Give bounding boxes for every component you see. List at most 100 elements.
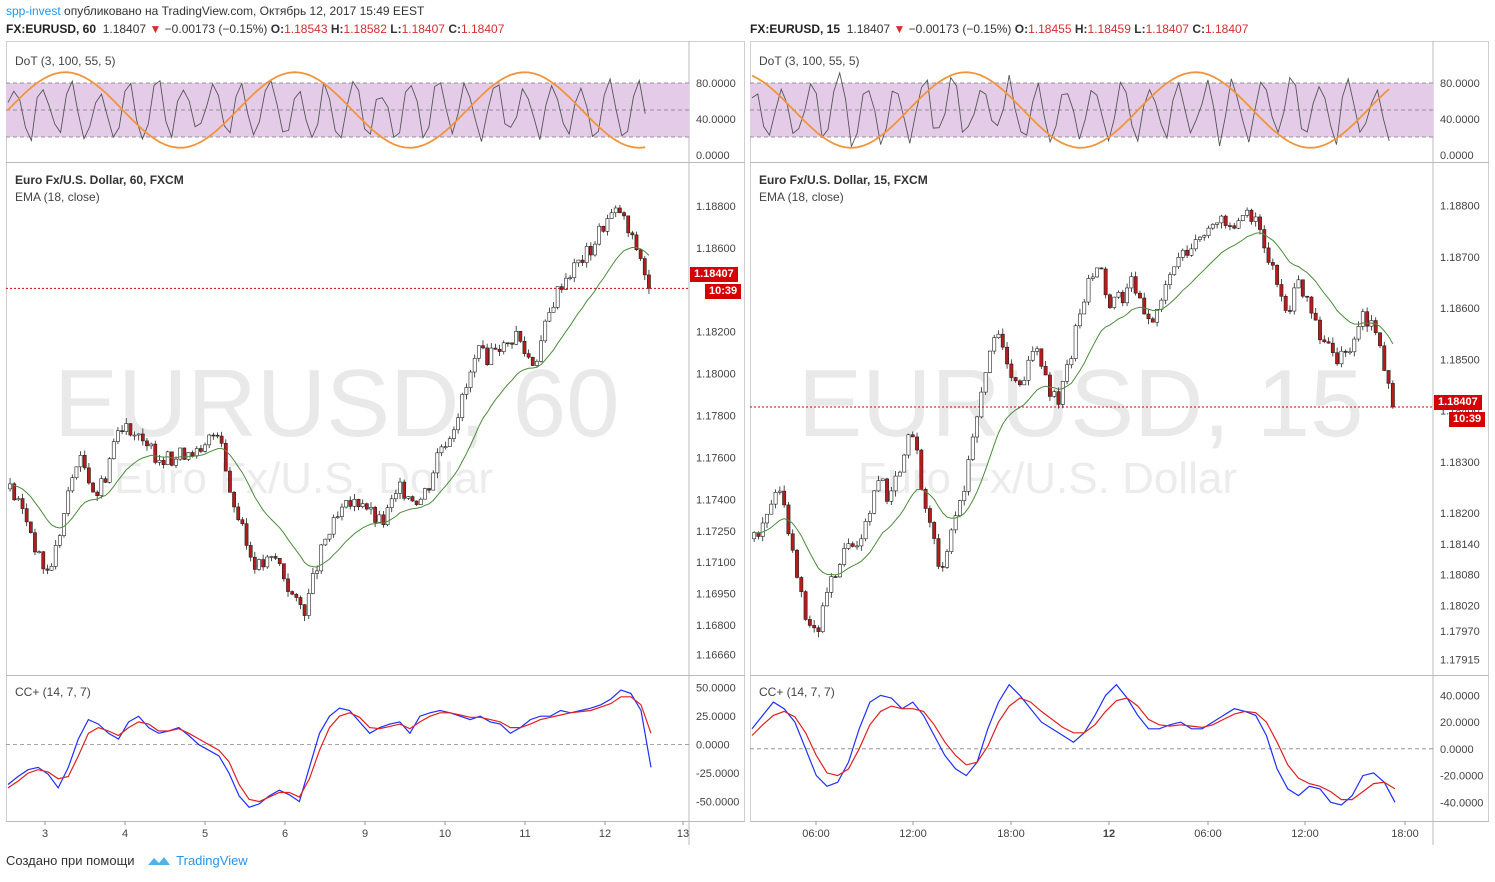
candle <box>294 593 299 598</box>
candle <box>1168 274 1172 285</box>
candle <box>555 286 560 308</box>
candle <box>1352 338 1357 353</box>
candle <box>145 440 149 447</box>
candle <box>423 488 427 500</box>
candle <box>837 564 842 578</box>
candle <box>1258 216 1262 230</box>
candle <box>1189 248 1194 256</box>
candle <box>765 513 769 524</box>
candle <box>983 372 988 393</box>
candle <box>410 496 415 502</box>
candle <box>1052 391 1057 397</box>
candle <box>609 212 614 219</box>
candle <box>1275 264 1280 285</box>
candle <box>1180 249 1185 258</box>
candle <box>970 436 975 460</box>
candle <box>281 563 286 580</box>
candle <box>53 545 58 567</box>
symbol-right: FX:EURUSD, 15 <box>750 22 841 36</box>
candle <box>95 491 100 496</box>
candle <box>1172 266 1177 276</box>
candle <box>1086 278 1091 303</box>
candle <box>452 429 456 439</box>
candle <box>41 551 46 570</box>
high-left: 1.18582 <box>343 22 387 36</box>
candle <box>936 538 941 567</box>
cc-tick-label: 0.0000 <box>1440 744 1474 756</box>
price-tick-label: 1.17250 <box>696 526 736 538</box>
candle <box>439 446 444 454</box>
candle <box>248 545 253 558</box>
last-price-tag-15: 1.18407 <box>1434 395 1482 410</box>
cc-tick-label: 20.0000 <box>1440 717 1480 729</box>
candle <box>290 591 295 595</box>
candle <box>203 444 207 452</box>
tradingview-link[interactable]: TradingView <box>148 853 248 868</box>
candle <box>1017 380 1022 386</box>
quote-line-left: FX:EURUSD, 60 1.18407 ▼ −0.00173 (−0.15%… <box>6 22 505 36</box>
cc-label-60: CC+ (14, 7, 7) <box>15 685 91 699</box>
ema-label-15: EMA (18, close) <box>759 190 844 204</box>
candle <box>82 455 87 469</box>
candle <box>194 448 199 457</box>
time-tick-label: 10 <box>439 828 451 840</box>
candle <box>613 207 618 214</box>
quote-line-right: FX:EURUSD, 15 1.18407 ▼ −0.00173 (−0.15%… <box>750 22 1249 36</box>
candle <box>885 478 889 502</box>
candle <box>833 576 838 578</box>
candle <box>140 433 145 442</box>
dot-fast-line <box>7 77 646 143</box>
candle <box>782 490 787 506</box>
candle <box>356 499 361 507</box>
cc-tick-label: -50.0000 <box>696 797 739 809</box>
candle <box>855 545 859 548</box>
countdown-tag-15: 10:39 <box>1449 412 1486 427</box>
candle <box>501 342 506 352</box>
candle <box>91 482 95 493</box>
candle <box>273 556 278 559</box>
candle <box>945 551 949 568</box>
candle <box>1343 350 1348 353</box>
candle <box>1009 363 1014 378</box>
candle <box>481 345 485 349</box>
candle <box>107 458 112 483</box>
candle <box>348 500 353 507</box>
candle <box>298 597 303 605</box>
author-link[interactable]: spp-invest <box>6 4 61 18</box>
dot-tick-label: 80.0000 <box>1440 78 1480 90</box>
candle <box>551 306 556 313</box>
candle <box>889 490 894 502</box>
candle <box>576 259 581 264</box>
candle <box>1373 320 1378 333</box>
candle <box>178 447 183 460</box>
chart-panel-15[interactable]: EURUSD, 15 Euro Fx/U.S. Dollar 80.0000 40.0… <box>750 41 1489 846</box>
time-tick-label: 12 <box>599 828 611 840</box>
candle <box>16 498 21 501</box>
candle <box>829 576 834 593</box>
candle <box>842 548 847 565</box>
candle <box>932 522 937 539</box>
candle <box>1069 358 1074 366</box>
price-tick-label: 1.17915 <box>1440 654 1480 666</box>
dot-tick-label: 80.0000 <box>696 78 736 90</box>
made-with-text: Создано при помощи <box>6 853 135 868</box>
price-tick-label: 1.18600 <box>1440 303 1480 315</box>
candle <box>1078 313 1082 327</box>
candle <box>1013 377 1018 382</box>
candle <box>506 342 510 345</box>
cc-tick-label: 0.0000 <box>696 740 730 752</box>
open-right: 1.18455 <box>1028 22 1072 36</box>
candle <box>37 551 41 553</box>
candle <box>588 246 593 256</box>
candle <box>136 433 141 436</box>
candle <box>773 492 778 505</box>
time-tick-label: 11 <box>519 828 530 840</box>
candle <box>863 521 868 540</box>
candle <box>78 455 83 468</box>
candle <box>1266 247 1271 263</box>
candle <box>876 480 881 492</box>
price-tick-label: 1.18200 <box>696 327 736 339</box>
chart-panel-60[interactable]: EURUSD, 60 Euro Fx/U.S. Dollar 80.0000 40.0… <box>6 41 745 846</box>
